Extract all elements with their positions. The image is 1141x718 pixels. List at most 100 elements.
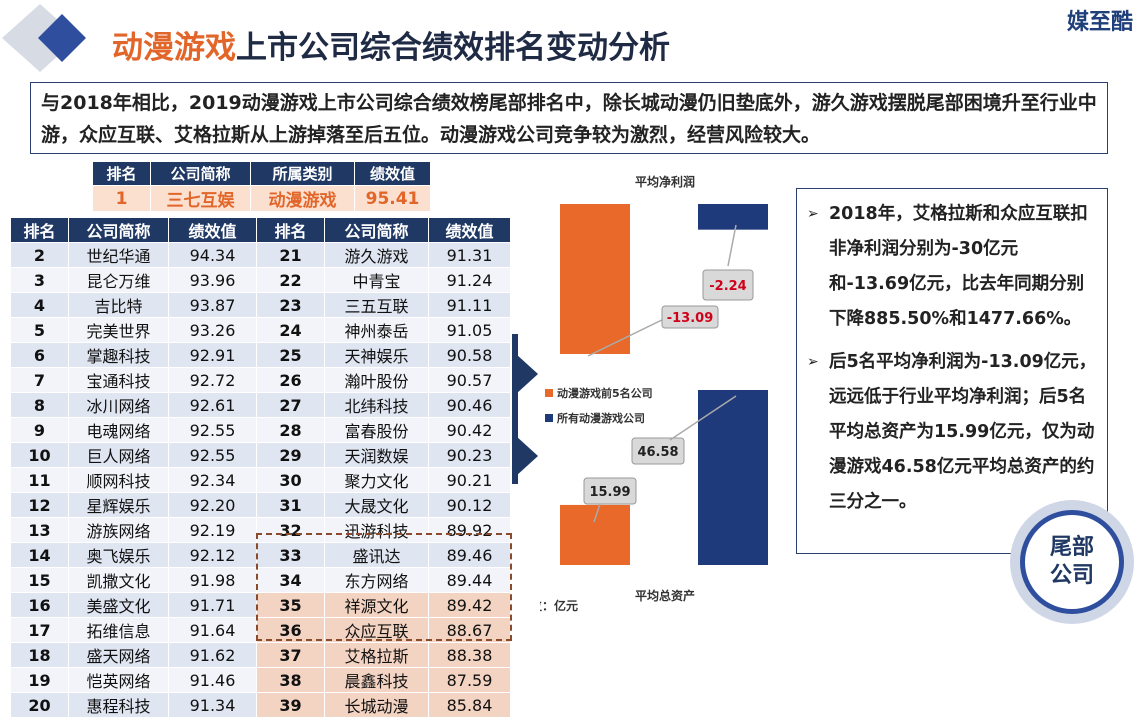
rank-cell: 36: [256, 617, 325, 643]
score-cell: 91.64: [168, 617, 257, 643]
badge-label: 尾部公司: [1020, 510, 1124, 614]
score-cell: 92.55: [168, 442, 257, 468]
table-row: 6 掌趣科技 92.91 25 天神娱乐 90.58: [10, 342, 511, 368]
rank-cell: 14: [10, 542, 69, 568]
table-row: 15 凯撒文化 91.98 34 东方网络 89.44: [10, 567, 511, 593]
col-score-2: 绩效值: [428, 217, 511, 243]
unit-label: 单位：亿元: [540, 598, 578, 613]
score-cell: 87.59: [428, 667, 511, 693]
header-company: 公司简称: [150, 161, 251, 186]
company-cell: 掌趣科技: [68, 342, 169, 368]
company-cell: 星辉娱乐: [68, 492, 169, 518]
top-score: 95.41: [354, 185, 431, 212]
table-row: 11 顺网科技 92.34 30 聚力文化 90.21: [10, 467, 511, 493]
chart-bar: [560, 504, 630, 565]
rank-cell: 21: [256, 242, 325, 268]
top-rank-table: 排名 公司简称 所属类别 绩效值 1 三七互娱 动漫游戏 95.41: [92, 161, 431, 212]
rank-cell: 11: [10, 467, 69, 493]
table-row: 16 美盛文化 91.71 35 祥源文化 89.42: [10, 592, 511, 618]
score-cell: 91.05: [428, 317, 511, 343]
rank-cell: 17: [10, 617, 69, 643]
score-cell: 89.44: [428, 567, 511, 593]
analysis-text: 2018年，艾格拉斯和众应互联扣非净利润分别为-30亿元和-13.69亿元，比去…: [829, 204, 1088, 329]
company-cell: 盛天网络: [68, 642, 169, 668]
company-cell: 世纪华通: [68, 242, 169, 268]
callout-box: [702, 269, 754, 301]
chart-bar: [560, 204, 630, 354]
bullet-arrow-icon: ➢: [807, 354, 819, 370]
rank-cell: 4: [10, 292, 69, 318]
score-cell: 91.24: [428, 267, 511, 293]
col-rank-1: 排名: [10, 217, 69, 243]
chart-bar: [698, 204, 768, 230]
company-cell: 大晟文化: [324, 492, 429, 518]
callout-box: [583, 477, 637, 505]
company-cell: 众应互联: [324, 617, 429, 643]
legend-label: 动漫游戏前5名公司: [557, 386, 653, 400]
company-cell: 晨鑫科技: [324, 667, 429, 693]
company-cell: 神州泰岳: [324, 317, 429, 343]
company-cell: 恺英网络: [68, 667, 169, 693]
rank-cell: 5: [10, 317, 69, 343]
rank-cell: 19: [10, 667, 69, 693]
company-cell: 巨人网络: [68, 442, 169, 468]
table-row: 14 奥飞娱乐 92.12 33 盛讯达 89.46: [10, 542, 511, 568]
company-cell: 拓维信息: [68, 617, 169, 643]
ranking-table-body: 2 世纪华通 94.34 21 游久游戏 91.31 3 昆仑万维 93.96 22 中青宝 91.2…: [10, 242, 511, 718]
table-row: 7 宝通科技 92.72 26 瀚叶股份 90.57: [10, 367, 511, 393]
company-cell: 艾格拉斯: [324, 642, 429, 668]
table-row: 4 吉比特 93.87 23 三五互联 91.11: [10, 292, 511, 318]
header-score: 绩效值: [354, 161, 431, 186]
rank-cell: 10: [10, 442, 69, 468]
score-cell: 85.84: [428, 692, 511, 718]
summary-box: 与2018年相比，2019动漫游戏上市公司综合绩效榜尾部排名中，除长城动漫仍旧垫…: [30, 82, 1108, 154]
company-cell: 天润数娱: [324, 442, 429, 468]
score-cell: 90.23: [428, 442, 511, 468]
company-cell: 完美世界: [68, 317, 169, 343]
company-cell: 富春股份: [324, 417, 429, 443]
callout-box: [661, 305, 719, 329]
company-cell: 奥飞娱乐: [68, 542, 169, 568]
company-cell: 美盛文化: [68, 592, 169, 618]
table-row: 8 冰川网络 92.61 27 北纬科技 90.46: [10, 392, 511, 418]
score-cell: 89.46: [428, 542, 511, 568]
company-cell: 聚力文化: [324, 467, 429, 493]
rank-cell: 18: [10, 642, 69, 668]
score-cell: 89.42: [428, 592, 511, 618]
rank-cell: 37: [256, 642, 325, 668]
company-cell: 冰川网络: [68, 392, 169, 418]
score-cell: 92.55: [168, 417, 257, 443]
rank-cell: 22: [256, 267, 325, 293]
score-cell: 90.46: [428, 392, 511, 418]
callout-box: [631, 437, 685, 465]
score-cell: 88.67: [428, 617, 511, 643]
rank-cell: 26: [256, 367, 325, 393]
table-row: 12 星辉娱乐 92.20 31 大晟文化 90.12: [10, 492, 511, 518]
company-cell: 盛讯达: [324, 542, 429, 568]
legend-label: 所有动漫游戏公司: [557, 411, 645, 425]
company-cell: 吉比特: [68, 292, 169, 318]
score-cell: 93.87: [168, 292, 257, 318]
table-row: 5 完美世界 93.26 24 神州泰岳 91.05: [10, 317, 511, 343]
company-cell: 游族网络: [68, 517, 169, 543]
company-cell: 东方网络: [324, 567, 429, 593]
connector-bar: [512, 334, 518, 484]
col-company-2: 公司简称: [324, 217, 429, 243]
rank-cell: 24: [256, 317, 325, 343]
rank-cell: 23: [256, 292, 325, 318]
data-label: -2.24: [709, 279, 746, 294]
score-cell: 94.34: [168, 242, 257, 268]
table-row: 3 昆仑万维 93.96 22 中青宝 91.24: [10, 267, 511, 293]
score-cell: 89.92: [428, 517, 511, 543]
score-cell: 90.57: [428, 367, 511, 393]
score-cell: 90.21: [428, 467, 511, 493]
company-cell: 迅游科技: [324, 517, 429, 543]
score-cell: 91.46: [168, 667, 257, 693]
callout-pointer: [593, 503, 601, 523]
table-row: 18 盛天网络 91.62 37 艾格拉斯 88.38: [10, 642, 511, 668]
callout-pointer: [587, 315, 671, 357]
score-cell: 92.34: [168, 467, 257, 493]
data-label: -13.09: [667, 311, 714, 326]
score-cell: 91.11: [428, 292, 511, 318]
rank-cell: 38: [256, 667, 325, 693]
